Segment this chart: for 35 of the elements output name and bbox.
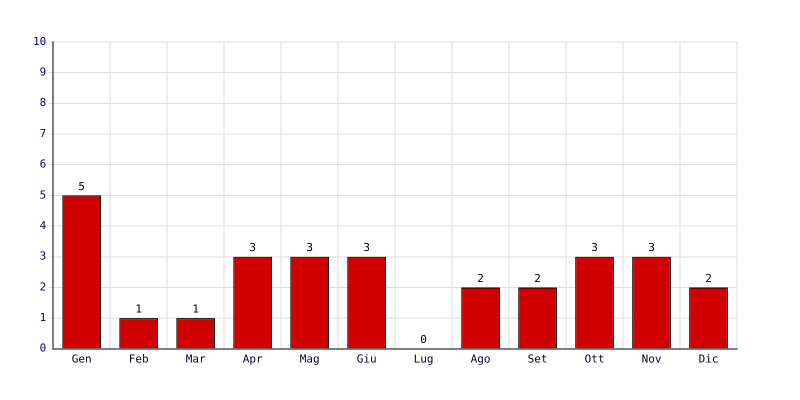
y-tick-label: 3: [40, 250, 46, 263]
x-tick-label: Lug: [414, 352, 434, 366]
x-tick-label: Giu: [356, 352, 377, 366]
x-tick-label: Dic: [698, 352, 718, 366]
data-label: 1: [135, 302, 142, 316]
y-tick-label: 1: [40, 310, 46, 324]
y-tick-label: 8: [40, 96, 46, 110]
data-label: 5: [78, 180, 86, 193]
data-label: 3: [306, 241, 313, 254]
x-tick-label: Gen: [72, 352, 92, 366]
x-tick-label: Set: [528, 352, 548, 366]
x-tick-label: Ott: [584, 352, 604, 366]
y-tick-label: 5: [40, 188, 46, 202]
data-label: 1: [192, 302, 200, 316]
data-label: 2: [477, 272, 484, 285]
x-tick-label: Nov: [642, 352, 662, 366]
y-tick-label: 9: [40, 66, 46, 79]
data-label: 3: [648, 241, 655, 254]
data-label: 0: [420, 333, 427, 346]
y-tick-label: 4: [40, 218, 47, 232]
data-label: 3: [249, 241, 256, 254]
x-tick-label: Mar: [186, 352, 206, 366]
data-label: 3: [363, 241, 370, 254]
y-tick-label: 10: [32, 34, 46, 48]
y-tick-label: 2: [40, 280, 46, 294]
x-tick-label: Ago: [470, 352, 491, 366]
y-tick-label: 6: [40, 158, 46, 171]
data-label: 2: [705, 272, 712, 285]
x-tick-label: Mag: [300, 352, 320, 366]
data-label: 2: [534, 272, 541, 285]
data-label: 3: [591, 241, 598, 254]
y-tick-label: 7: [40, 126, 46, 140]
y-tick-label: 0: [40, 342, 46, 355]
x-tick-label: Feb: [128, 352, 149, 366]
x-tick-label: Apr: [242, 352, 263, 366]
